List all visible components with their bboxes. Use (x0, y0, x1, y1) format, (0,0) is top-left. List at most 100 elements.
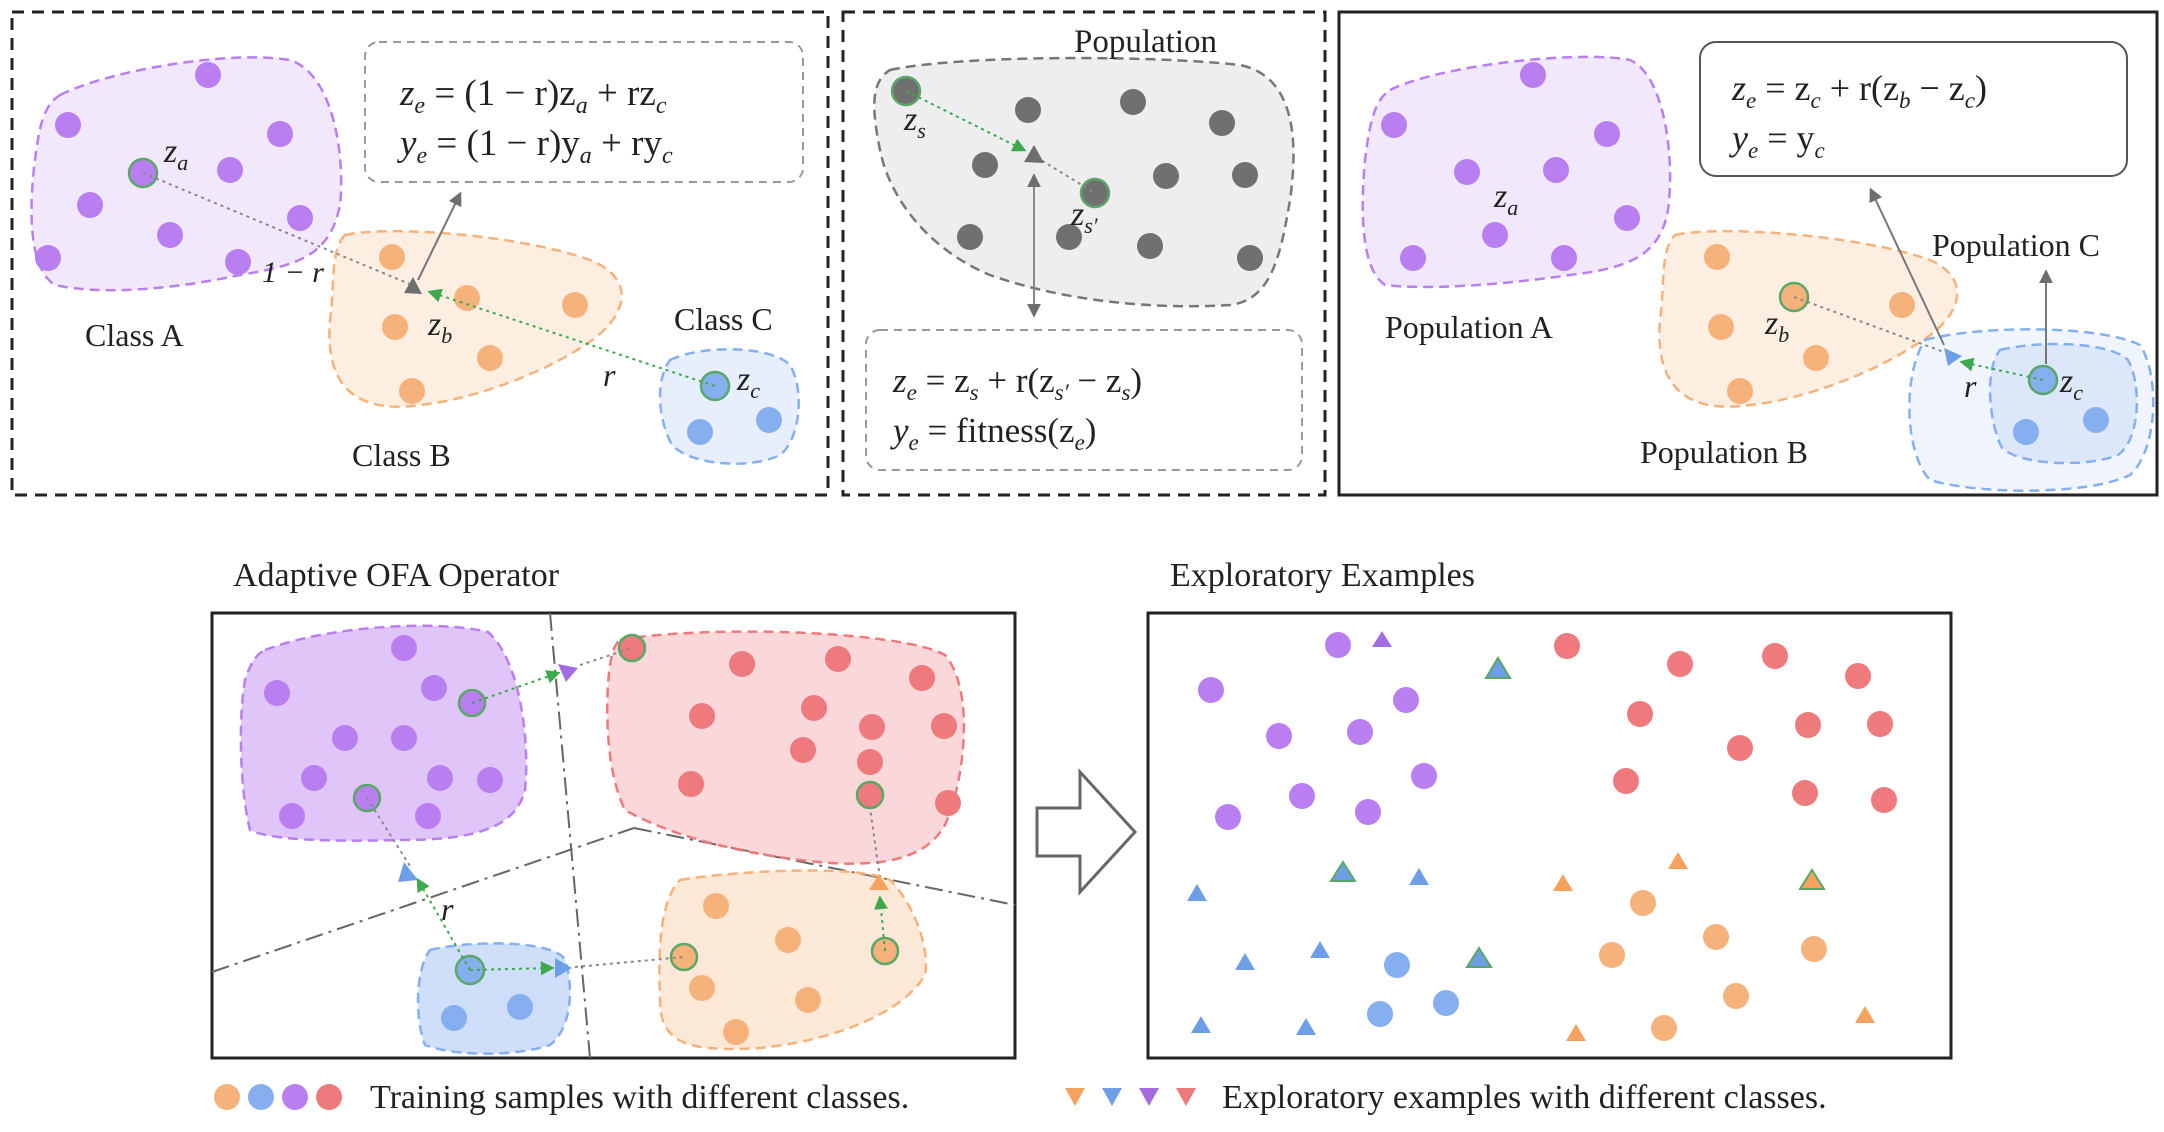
population-a-label: Population A (1385, 309, 1553, 345)
boundary-line (633, 827, 1016, 906)
panel-class-mixing: ze = (1 − r)za + rzc ye = (1 − r)ya + ry… (10, 10, 830, 497)
data-point (729, 651, 755, 677)
data-point (1137, 233, 1163, 259)
panel-frame (841, 10, 1327, 497)
data-point (1614, 205, 1640, 231)
data-point (1056, 224, 1082, 250)
mix-arrow (874, 895, 889, 952)
ofa-purple-points (264, 635, 503, 829)
data-point (399, 378, 425, 404)
parent-point-zs2 (1079, 177, 1111, 209)
data-point (723, 1019, 749, 1045)
data-point (391, 725, 417, 751)
data-point (77, 192, 103, 218)
data-point (279, 803, 305, 829)
data-point (1325, 632, 1351, 658)
formula-ye: ye = fitness(ze) (890, 411, 1096, 455)
class-a-points (35, 62, 313, 275)
mix-line (579, 647, 633, 666)
data-point (1198, 677, 1224, 703)
exploratory-triangle (555, 958, 572, 978)
formula-box (364, 41, 804, 183)
ofa-blue-points (441, 994, 533, 1031)
population-a-points (1381, 62, 1640, 271)
legend-orange-circle (214, 1084, 240, 1110)
explore-orange-triangles (1553, 852, 1875, 1041)
panel-frame (1146, 611, 1953, 1060)
data-point (801, 695, 827, 721)
label-one-minus-r: 1 − r (262, 256, 324, 289)
formula-box (865, 329, 1303, 471)
data-point (1727, 378, 1753, 404)
exploratory-triangle (1855, 1006, 1875, 1023)
data-point (1667, 651, 1693, 677)
exploratory-triangle (1329, 860, 1357, 882)
data-point (1454, 159, 1480, 185)
data-point (1347, 719, 1373, 745)
exploratory-triangle (1191, 1016, 1211, 1033)
data-point (1801, 936, 1827, 962)
data-point (1381, 112, 1407, 138)
data-point (1400, 245, 1426, 271)
data-point (1845, 663, 1871, 689)
explore-purple-points (1198, 632, 1437, 830)
panel-population-mixing: ze = zc + r(zb − zc) ye = yc za zb zc r … (1337, 10, 2159, 497)
data-point (678, 771, 704, 797)
data-point (507, 994, 533, 1020)
data-point (1237, 245, 1263, 271)
ofa-orange-points (689, 893, 821, 1045)
data-point (1651, 1015, 1677, 1041)
mix-line (574, 956, 685, 968)
mix-arrow-c (427, 288, 716, 387)
population-b-region (1658, 229, 1959, 408)
data-point (790, 737, 816, 763)
population-c-inner-region (1988, 342, 2139, 465)
decision-boundaries (211, 612, 1016, 1059)
data-point (157, 222, 183, 248)
label-za: za (1493, 178, 1518, 220)
mix-arrow (471, 670, 561, 704)
ofa-class-red-region (605, 630, 966, 865)
data-point (1803, 345, 1829, 371)
legend-orange-triangle (1065, 1088, 1085, 1106)
data-point (287, 205, 313, 231)
exploratory-title: Exploratory Examples (1170, 557, 1475, 594)
exploratory-triangle (1296, 1018, 1316, 1035)
legend-blue-triangle (1102, 1088, 1122, 1106)
data-point (225, 249, 251, 275)
formula-ye: ye = yc (1729, 118, 1825, 163)
mix-arrow (416, 877, 471, 971)
panel-adaptive-ofa: Adaptive OFA Operator (210, 557, 1017, 1060)
data-point (1015, 97, 1041, 123)
data-point (1594, 121, 1620, 147)
legend-training-label: Training samples with different classes. (370, 1079, 909, 1116)
anchor-point (855, 780, 885, 810)
data-point (689, 975, 715, 1001)
label-zb: zb (1764, 305, 1789, 347)
class-c-label: Class C (674, 301, 773, 337)
label-r: r (603, 357, 616, 393)
data-point (957, 224, 983, 250)
population-c-label: Population C (1932, 227, 2100, 263)
data-point (264, 680, 290, 706)
data-point (1762, 643, 1788, 669)
data-point (935, 790, 961, 816)
data-point (1384, 952, 1410, 978)
data-point (1867, 711, 1893, 737)
data-point (477, 767, 503, 793)
panel-frame (210, 611, 1017, 1060)
data-point (1355, 799, 1381, 825)
data-point (775, 927, 801, 953)
data-point (2083, 407, 2109, 433)
exploratory-triangle (1553, 874, 1573, 891)
data-point (1727, 735, 1753, 761)
exploratory-triangle (1798, 868, 1826, 890)
data-point (1433, 990, 1459, 1016)
data-point (35, 245, 61, 271)
explore-blue-points (1367, 952, 1459, 1027)
ofa-class-blue-region (416, 942, 572, 1055)
formula-ye: ye = (1 − r)ya + ryc (396, 123, 673, 169)
data-point (703, 893, 729, 919)
exploratory-triangle (869, 874, 889, 890)
data-point (1367, 1001, 1393, 1027)
